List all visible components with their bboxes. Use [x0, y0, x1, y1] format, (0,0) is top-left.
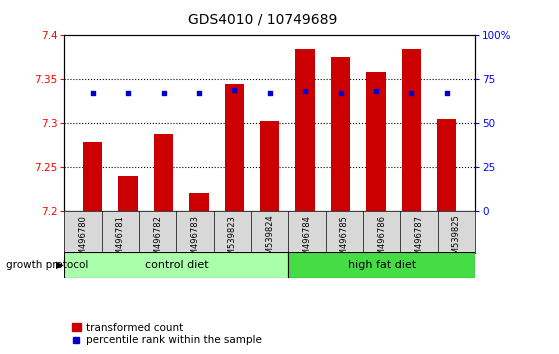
Point: [159, 90, 168, 96]
Text: GSM496787: GSM496787: [415, 215, 424, 266]
Point: [230, 87, 239, 92]
Text: GSM496784: GSM496784: [302, 215, 311, 266]
Text: GSM539825: GSM539825: [452, 215, 461, 266]
Bar: [437, 119, 457, 211]
Text: GSM539824: GSM539824: [265, 215, 274, 266]
Bar: [295, 48, 315, 211]
Point: [442, 90, 451, 96]
Point: [265, 90, 274, 96]
Bar: [154, 133, 173, 211]
Point: [301, 88, 310, 94]
Legend: transformed count, percentile rank within the sample: transformed count, percentile rank withi…: [72, 322, 262, 345]
Bar: [225, 84, 244, 211]
Text: GSM496781: GSM496781: [116, 215, 125, 266]
Text: GSM539823: GSM539823: [228, 215, 237, 266]
Bar: [331, 57, 350, 211]
Point: [336, 90, 345, 96]
Text: GSM496785: GSM496785: [340, 215, 349, 266]
Point: [407, 90, 416, 96]
Point: [88, 90, 97, 96]
Bar: [64, 252, 288, 278]
Text: GSM496786: GSM496786: [377, 215, 386, 266]
Bar: [189, 193, 209, 211]
Point: [195, 90, 203, 96]
Text: GSM496780: GSM496780: [78, 215, 87, 266]
Bar: [119, 176, 138, 211]
Text: high fat diet: high fat diet: [348, 260, 416, 270]
Text: GDS4010 / 10749689: GDS4010 / 10749689: [188, 12, 338, 27]
Text: ▶: ▶: [56, 260, 64, 270]
Point: [372, 88, 381, 94]
Text: control diet: control diet: [145, 260, 208, 270]
Point: [124, 90, 132, 96]
Bar: [288, 252, 475, 278]
Text: GSM496783: GSM496783: [191, 215, 200, 266]
Bar: [260, 121, 280, 211]
Bar: [401, 48, 421, 211]
Bar: [366, 72, 386, 211]
Text: growth protocol: growth protocol: [6, 260, 88, 270]
Bar: [83, 142, 102, 211]
Text: GSM496782: GSM496782: [153, 215, 162, 266]
